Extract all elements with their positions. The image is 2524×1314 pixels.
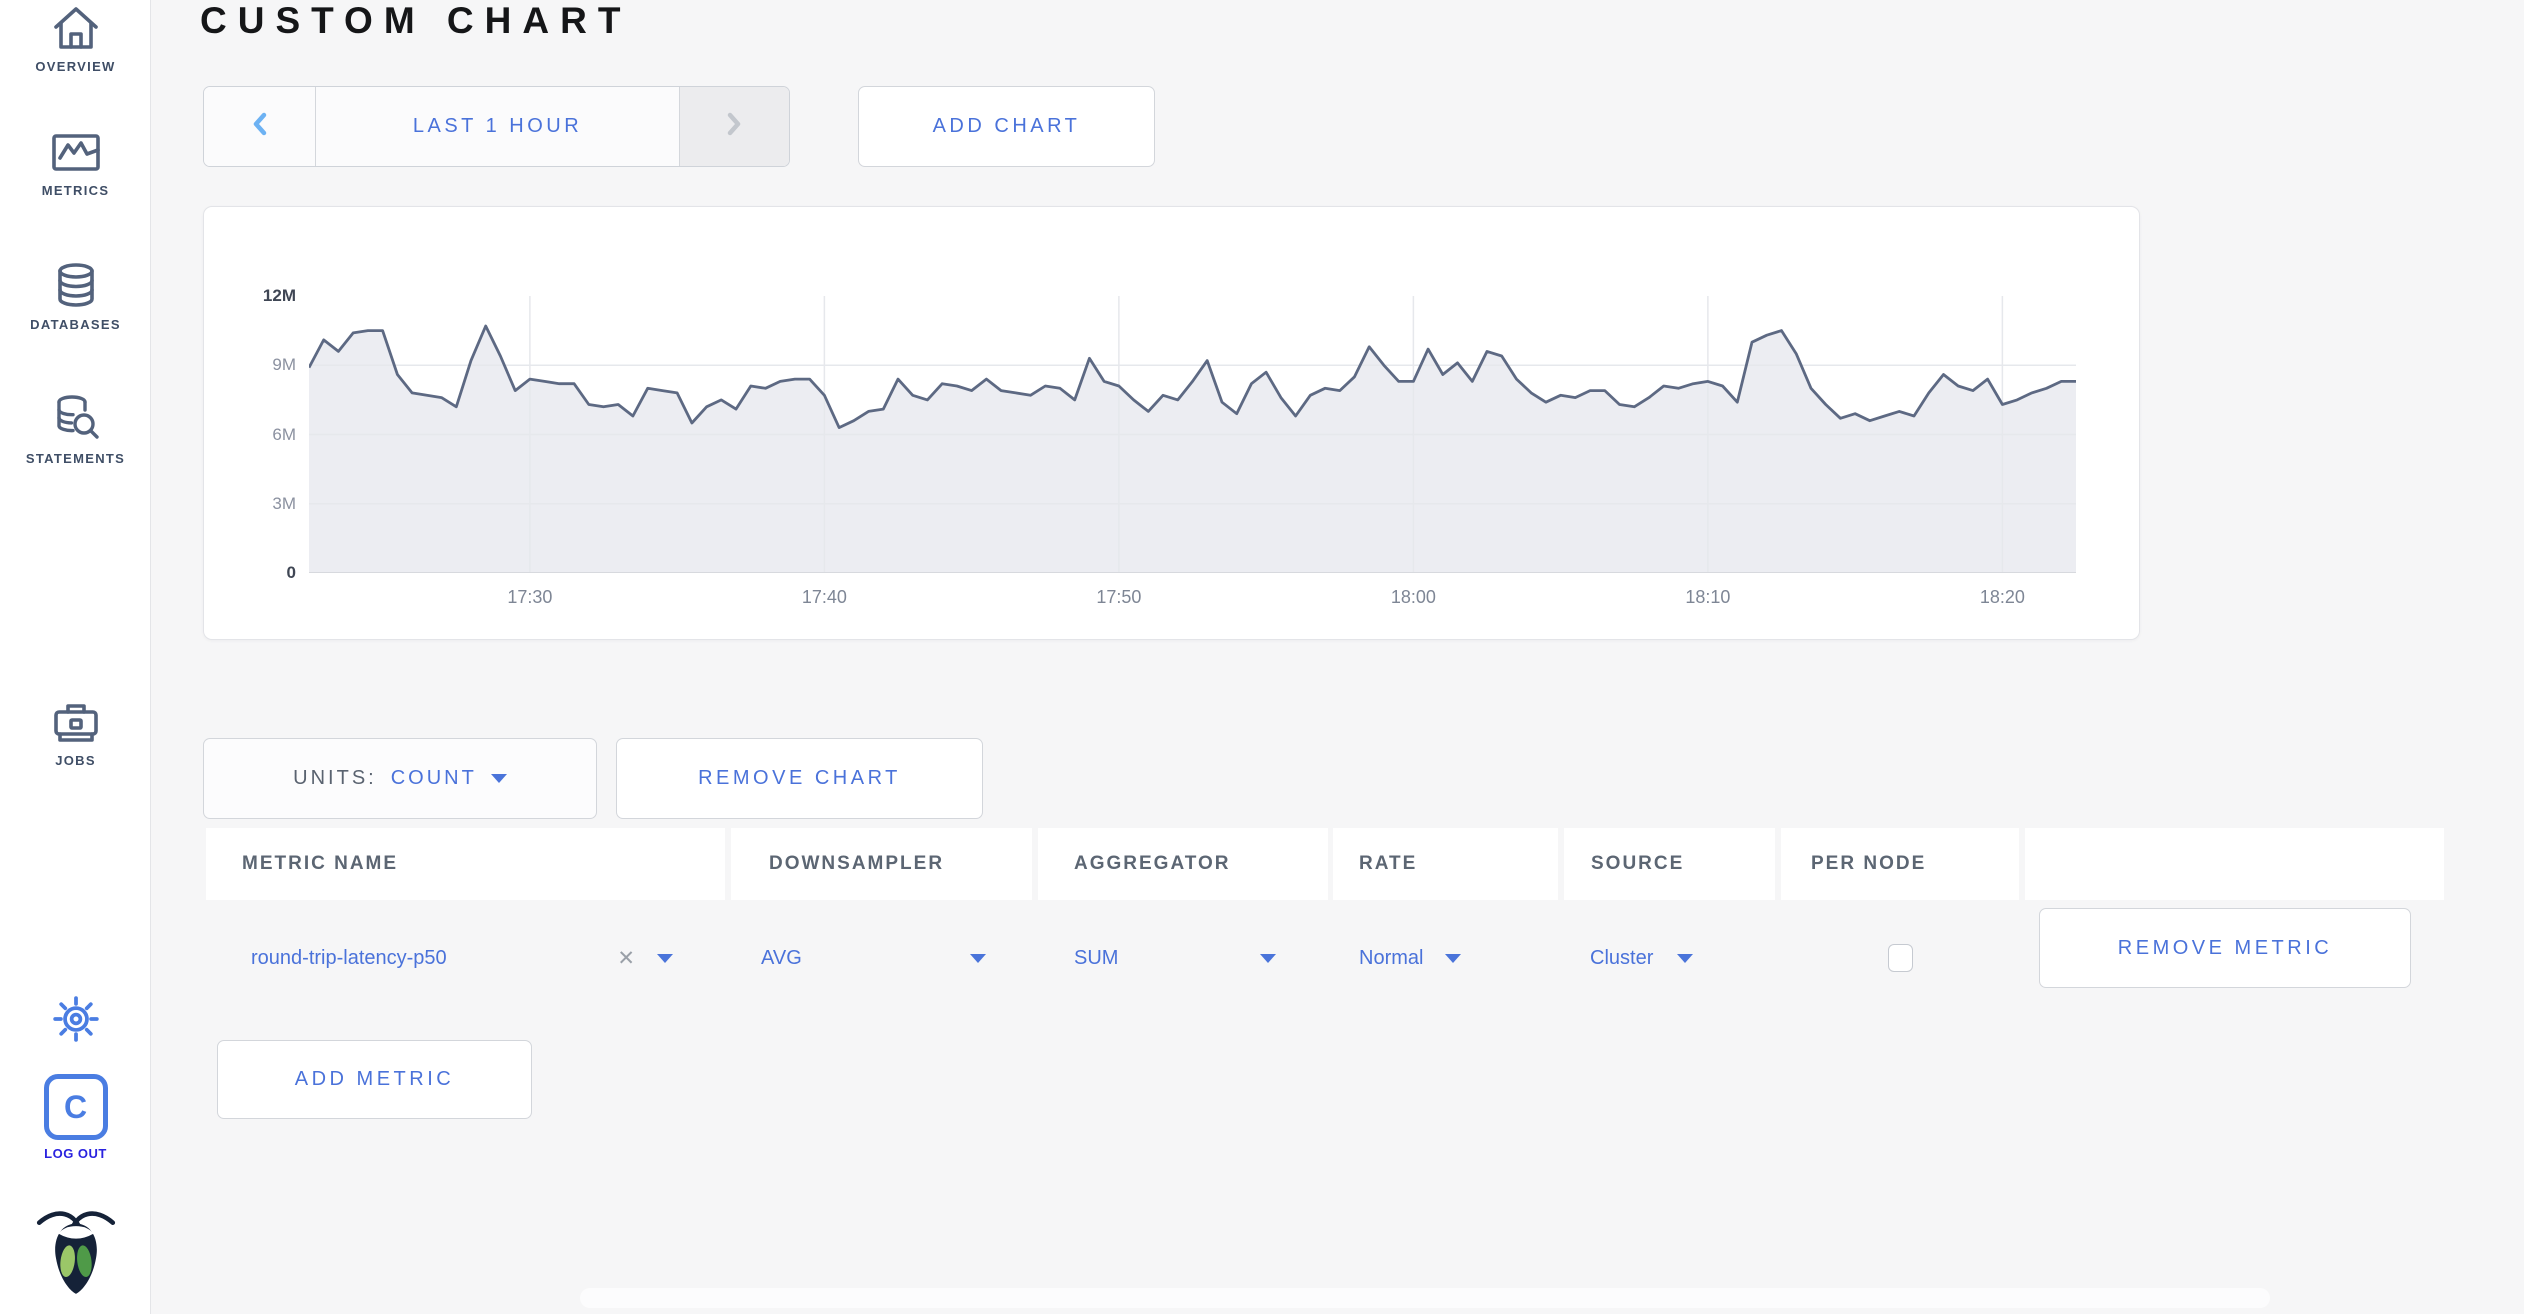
chart-canvas [307,296,2076,574]
units-label: UNITS: [293,767,377,789]
database-icon [52,262,100,310]
metric-name-value[interactable]: round-trip-latency-p50 [251,946,447,969]
x-axis-label: 18:10 [1685,587,1731,607]
metric-name-cell: round-trip-latency-p50 ✕ [206,903,725,1013]
briefcase-icon [51,700,101,746]
y-axis-label: 9M [272,355,296,375]
column-header-aggregator: AGGREGATOR [1038,828,1328,900]
next-time-range-button[interactable] [679,87,789,166]
chevron-right-icon [727,112,742,141]
y-axis-label: 3M [272,493,296,513]
sidebar-settings[interactable] [0,994,151,1044]
metrics-graph-icon [50,130,102,176]
aggregator-cell[interactable]: SUM [1038,903,1328,1013]
y-axis-label: 0 [286,563,296,582]
downsampler-value: AVG [761,946,802,969]
sidebar-logout[interactable]: C LOG OUT [0,1074,151,1161]
sidebar-item-label: OVERVIEW [35,59,116,74]
per-node-cell [1781,903,2019,1013]
units-dropdown[interactable]: UNITS: COUNT [203,738,597,819]
chevron-left-icon [252,112,267,141]
units-value: COUNT [390,767,477,789]
time-series-chart[interactable] [307,296,2076,574]
chevron-down-icon[interactable] [657,953,673,963]
chevron-down-icon [1677,953,1694,963]
add-metric-button[interactable]: ADD METRIC [217,1040,532,1119]
per-node-checkbox[interactable] [1887,944,1913,972]
column-header-rate: RATE [1333,828,1558,900]
add-chart-button[interactable]: ADD CHART [858,86,1155,167]
y-axis-label: 12M [262,286,296,305]
x-axis-label: 18:20 [1979,587,2025,607]
sidebar-item-databases[interactable]: DATABASES [0,262,151,332]
logout-label: LOG OUT [44,1146,107,1161]
column-header-actions [2025,828,2444,900]
source-value: Cluster [1590,946,1654,969]
column-header-source: SOURCE [1564,828,1775,900]
sidebar-item-label: STATEMENTS [25,451,126,466]
page-title: CUSTOM CHART [200,0,632,41]
chevron-down-icon [1260,953,1276,963]
sidebar-brand [0,1206,151,1298]
x-axis-label: 17:50 [1096,587,1142,607]
source-cell[interactable]: Cluster [1564,903,1775,1013]
sidebar-item-statements[interactable]: STATEMENTS [0,394,151,466]
remove-metric-button[interactable]: REMOVE METRIC [2039,908,2411,988]
sidebar-item-label: JOBS [55,753,96,768]
sidebar-item-label: DATABASES [30,317,121,332]
sidebar-item-overview[interactable]: OVERVIEW [0,4,151,74]
metrics-table-header: METRIC NAME DOWNSAMPLER AGGREGATOR RATE … [206,828,2444,900]
chevron-down-icon [970,953,986,963]
time-range-selector: LAST 1 HOUR [203,86,790,167]
sidebar-item-label: METRICS [41,183,110,198]
horizontal-scrollbar[interactable] [580,1288,2270,1308]
x-axis-label: 17:40 [801,587,847,607]
cockroach-c-logo: C [43,1074,108,1140]
column-header-downsampler: DOWNSAMPLER [731,828,1032,900]
y-axis-label: 6M [272,424,296,444]
downsampler-cell[interactable]: AVG [731,903,1032,1013]
gear-icon [51,994,101,1044]
prev-time-range-button[interactable] [204,87,316,166]
clear-metric-icon[interactable]: ✕ [617,946,635,970]
aggregator-value: SUM [1074,946,1119,969]
sidebar-item-metrics[interactable]: METRICS [0,130,151,198]
rate-cell[interactable]: Normal [1333,903,1558,1013]
chart-card: 12M 9M 6M 3M 0 17:30 17:40 17:50 18:00 18:10 18:2… [203,206,2140,640]
column-header-per-node: PER NODE [1781,828,2019,900]
database-search-icon [50,394,102,444]
time-range-label[interactable]: LAST 1 HOUR [316,87,679,166]
rate-value: Normal [1359,946,1424,969]
column-header-metric-name: METRIC NAME [206,828,725,900]
remove-chart-button[interactable]: REMOVE CHART [616,738,983,819]
chevron-down-icon [490,774,507,783]
cockroach-bug-logo [32,1206,120,1298]
sidebar: OVERVIEW METRICS DATABASES [0,0,151,1314]
sidebar-item-jobs[interactable]: JOBS [0,700,151,768]
home-icon [50,4,102,52]
chevron-down-icon [1445,953,1462,963]
metric-actions-cell: REMOVE METRIC [2025,903,2444,1013]
x-axis-label: 18:00 [1390,587,1436,607]
metric-row: round-trip-latency-p50 ✕ AVG SUM Normal … [206,903,2444,1013]
x-axis-label: 17:30 [507,587,553,607]
